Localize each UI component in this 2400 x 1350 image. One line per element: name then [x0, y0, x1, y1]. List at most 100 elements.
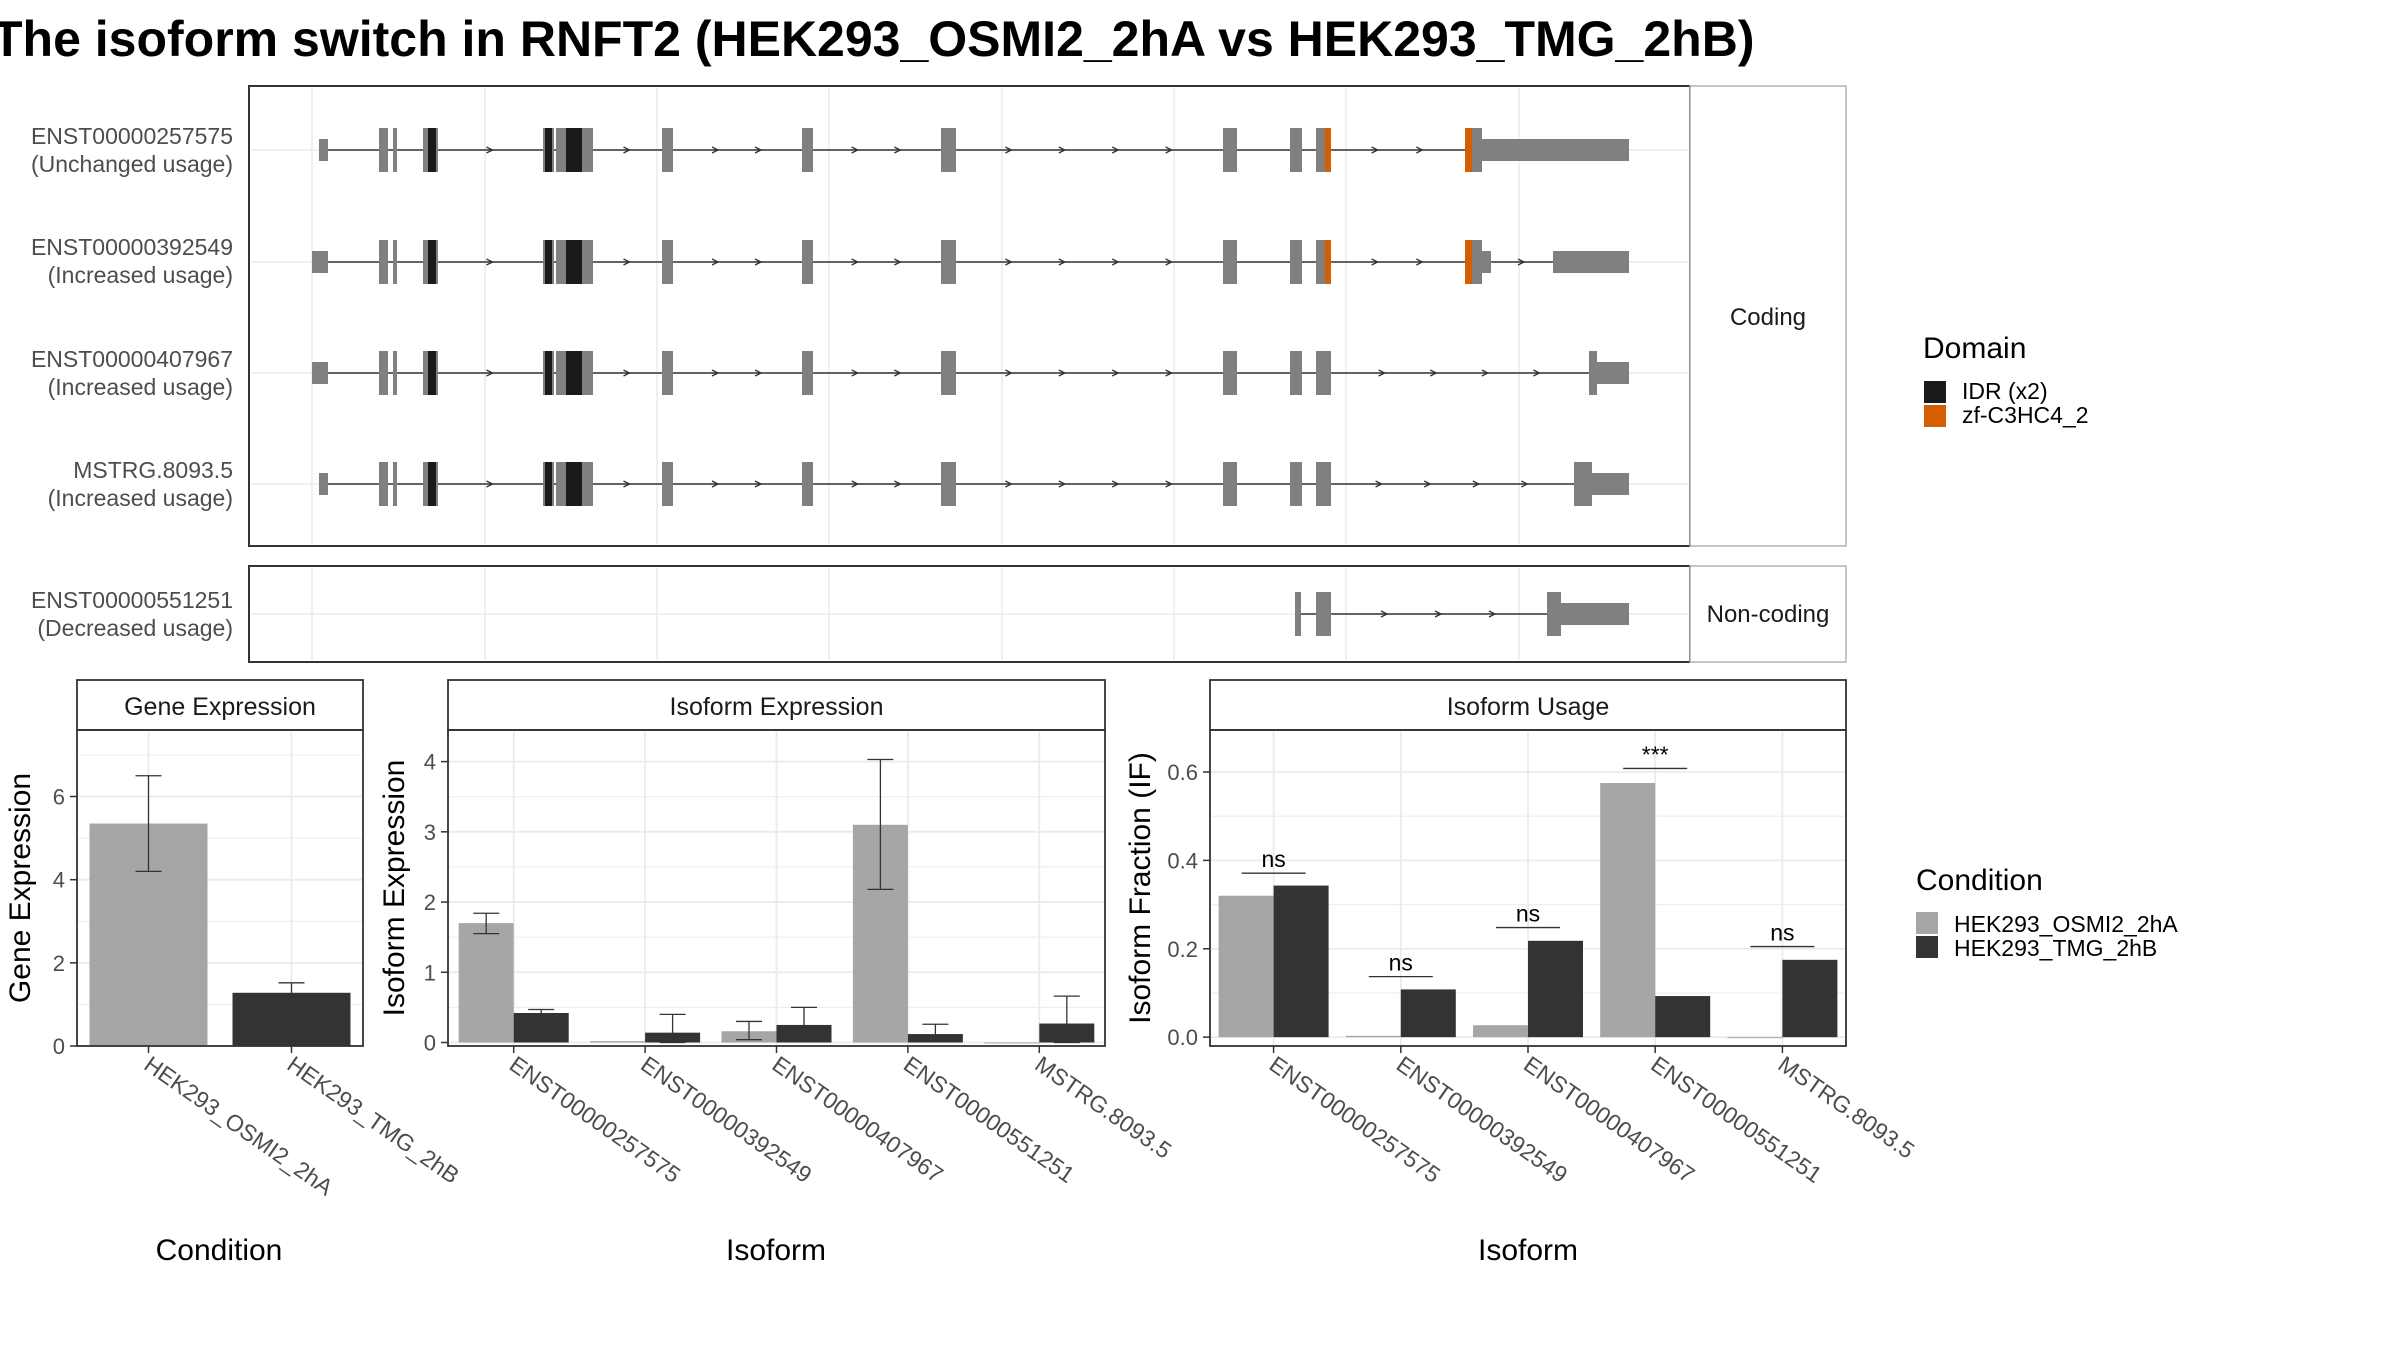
- bar: [984, 1042, 1040, 1044]
- strand-arrow: [1058, 480, 1067, 488]
- coding-exon: [1223, 128, 1237, 172]
- strand-arrow: [711, 146, 720, 154]
- strand-arrow: [1165, 258, 1174, 266]
- legend-label-cond-a: HEK293_OSMI2_2hA: [1954, 911, 2178, 937]
- bar: [1727, 1037, 1783, 1039]
- significance-label: ***: [1642, 741, 1669, 767]
- coding-strip-label: Coding: [1730, 304, 1806, 331]
- strand-arrow: [1481, 369, 1490, 377]
- idr-domain: [428, 462, 436, 506]
- coding-exon: [1316, 351, 1331, 395]
- significance-label: ns: [1770, 920, 1794, 946]
- idr-domain: [545, 128, 552, 172]
- strand-arrow: [1058, 146, 1067, 154]
- coding-exon: [941, 128, 956, 172]
- y-tick-label: 2: [53, 951, 65, 976]
- coding-exon: [1574, 462, 1592, 506]
- bar: [1345, 1035, 1401, 1038]
- coding-exon: [393, 128, 397, 172]
- isoform-usage-chart: Isoform Usagensnsns***ns0.00.20.40.6ENST…: [1124, 679, 1919, 1267]
- coding-exon: [556, 351, 566, 395]
- coding-exon: [662, 351, 673, 395]
- strand-arrow: [1488, 610, 1497, 618]
- coding-exon: [1589, 351, 1597, 395]
- noncoding-strip-label: Non-coding: [1707, 601, 1830, 628]
- y-tick-label: 0.2: [1167, 937, 1198, 962]
- strand-arrow: [486, 369, 494, 377]
- domain-legend-title: Domain: [1923, 332, 2026, 365]
- coding-exon: [379, 128, 388, 172]
- y-tick-label: 2: [424, 890, 436, 915]
- legend-key-zf: [1924, 405, 1946, 427]
- strand-arrow: [894, 480, 902, 488]
- idr-domain: [545, 240, 552, 284]
- strand-arrow: [1416, 258, 1424, 266]
- strand-arrow: [1371, 258, 1380, 266]
- strand-arrow: [754, 146, 763, 154]
- bar: [1600, 783, 1656, 1038]
- coding-exon: [1290, 240, 1302, 284]
- y-tick-label: 4: [53, 868, 65, 893]
- bar: [590, 1041, 646, 1043]
- transcript-row: [319, 128, 1629, 172]
- strand-arrow: [711, 369, 720, 377]
- isoform-label-usage: (Decreased usage): [37, 615, 233, 641]
- utr-exon: [1482, 139, 1629, 161]
- isoform-label-id: ENST00000257575: [31, 123, 233, 149]
- coding-exon: [582, 462, 593, 506]
- panel-title: Isoform Expression: [670, 693, 884, 721]
- idr-domain: [545, 351, 552, 395]
- strand-arrow: [1005, 369, 1013, 377]
- coding-exon: [1316, 592, 1331, 636]
- x-axis-title: Condition: [156, 1234, 283, 1267]
- strand-arrow: [851, 146, 860, 154]
- isoform-label-usage: (Increased usage): [48, 485, 233, 511]
- isoform-label-id: ENST00000407967: [31, 346, 233, 372]
- strand-arrow: [894, 369, 902, 377]
- zf-domain: [1325, 240, 1331, 284]
- strand-arrow: [1380, 610, 1389, 618]
- significance-label: ns: [1389, 950, 1413, 976]
- coding-exon: [582, 240, 593, 284]
- strand-arrow: [1111, 258, 1120, 266]
- condition-legend-title: Condition: [1916, 864, 2043, 897]
- y-tick-label: 1: [424, 960, 436, 985]
- idr-domain: [428, 351, 436, 395]
- bar: [1473, 1025, 1528, 1038]
- idr-domain: [545, 462, 552, 506]
- facet-strip: [447, 679, 1106, 731]
- strand-arrow: [711, 480, 720, 488]
- coding-exon: [662, 462, 673, 506]
- idr-domain: [566, 462, 582, 506]
- strand-arrow: [1005, 146, 1013, 154]
- strand-arrow: [1058, 369, 1067, 377]
- y-tick-label: 0: [424, 1030, 436, 1055]
- utr-exon: [1561, 603, 1629, 625]
- transcript-row: [1295, 592, 1629, 636]
- significance-label: ns: [1261, 846, 1285, 872]
- utr-exon: [319, 139, 328, 161]
- coding-exon: [1316, 462, 1331, 506]
- coding-exon: [582, 128, 593, 172]
- coding-exon: [556, 462, 566, 506]
- strand-arrow: [1111, 146, 1120, 154]
- coding-exon: [1223, 351, 1237, 395]
- y-tick-label: 0.4: [1167, 848, 1198, 873]
- isoform-label-id: ENST00000392549: [31, 234, 233, 260]
- coding-exon: [802, 128, 813, 172]
- legend-key-cond-b: [1916, 936, 1938, 958]
- y-tick-label: 0.0: [1167, 1025, 1198, 1050]
- strand-arrow: [1165, 369, 1174, 377]
- panel-frame: [76, 729, 364, 1047]
- strand-arrow: [1416, 146, 1424, 154]
- idr-domain: [566, 240, 582, 284]
- bar: [1782, 959, 1838, 1038]
- strand-arrow: [1371, 146, 1380, 154]
- bar: [1528, 940, 1583, 1038]
- y-axis-title: Isoform Expression: [378, 760, 411, 1017]
- strand-arrow: [1165, 146, 1174, 154]
- strand-arrow: [1005, 258, 1013, 266]
- coding-exon: [393, 351, 397, 395]
- facet-strip: [1209, 679, 1847, 731]
